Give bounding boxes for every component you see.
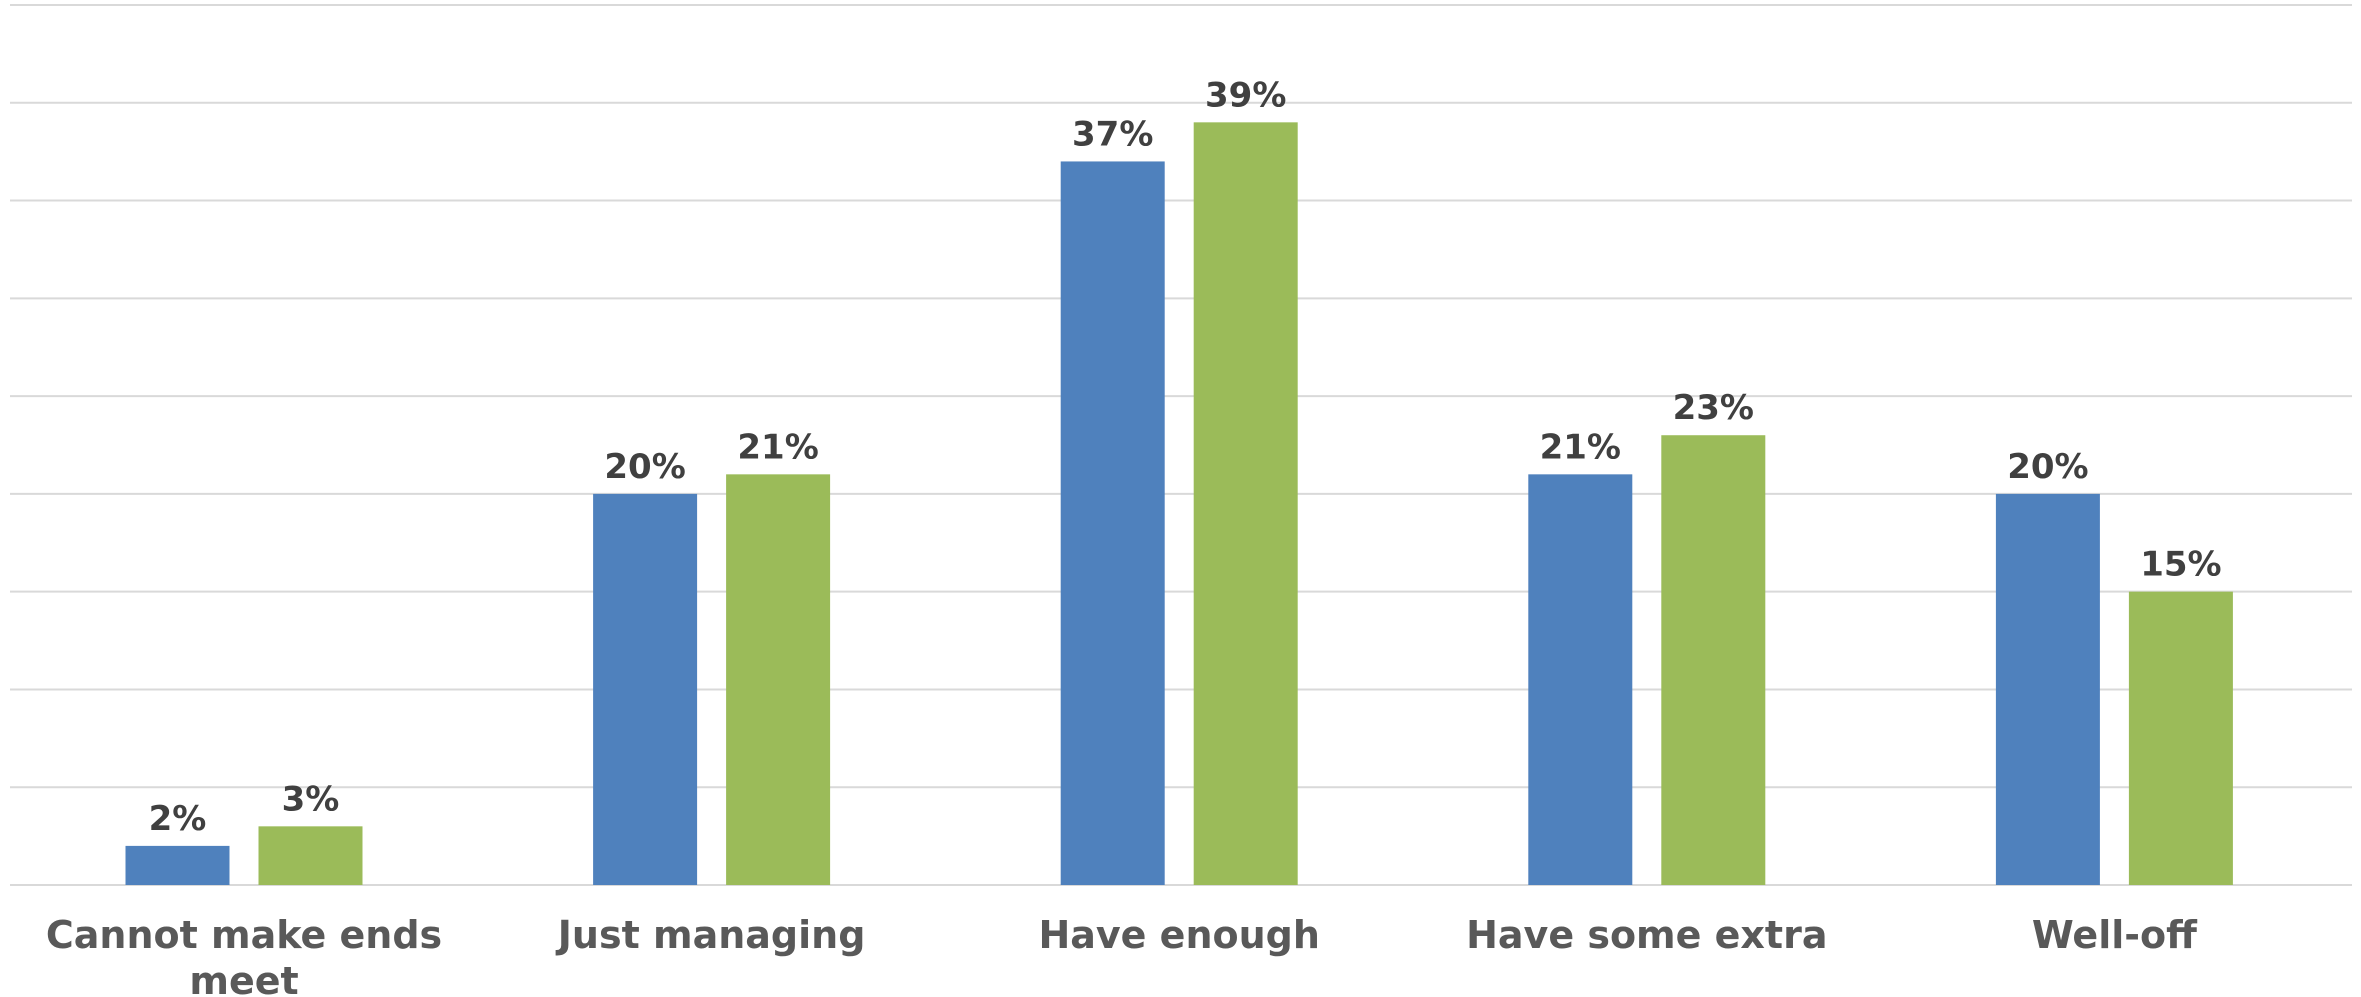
bar-series-1-cat-2 xyxy=(593,493,698,885)
data-label-series-2-cat-2: 21% xyxy=(737,427,818,467)
category-label-2: Just managing xyxy=(555,913,866,957)
category-label-4: Have some extra xyxy=(1466,913,1827,957)
bar-series-2-cat-4 xyxy=(1661,435,1766,885)
data-label-series-1-cat-2: 20% xyxy=(604,447,685,487)
category-label-3: Have enough xyxy=(1038,913,1319,957)
gridlines xyxy=(10,4,2352,886)
bar-series-1-cat-4 xyxy=(1528,474,1633,885)
bar-series-1-cat-3 xyxy=(1060,161,1165,885)
data-label-series-1-cat-4: 21% xyxy=(1540,427,1621,467)
data-label-series-1-cat-1: 2% xyxy=(149,799,207,839)
bars xyxy=(125,122,2233,886)
bar-series-2-cat-3 xyxy=(1193,122,1298,886)
category-label-1: Cannot make ends meet xyxy=(46,913,442,997)
data-label-series-2-cat-4: 23% xyxy=(1673,388,1754,428)
data-label-series-2-cat-1: 3% xyxy=(282,779,340,819)
bar-series-2-cat-1 xyxy=(258,826,363,885)
data-label-series-1-cat-3: 37% xyxy=(1072,114,1153,154)
data-label-series-2-cat-5: 15% xyxy=(2140,545,2221,585)
category-labels: Cannot make ends meet Just managing Have en… xyxy=(46,913,2198,997)
bar-series-1-cat-1 xyxy=(125,845,230,885)
category-label-5: Well-off xyxy=(2032,913,2198,957)
bar-series-2-cat-5 xyxy=(2128,591,2233,885)
data-label-series-2-cat-3: 39% xyxy=(1205,75,1286,115)
bar-series-1-cat-5 xyxy=(1995,493,2100,885)
bar-series-2-cat-2 xyxy=(726,474,831,885)
data-labels: 2% 3% 20% 21% 37% 39% 21% 23% 20% 15% xyxy=(149,75,2222,839)
data-label-series-1-cat-5: 20% xyxy=(2007,447,2088,487)
